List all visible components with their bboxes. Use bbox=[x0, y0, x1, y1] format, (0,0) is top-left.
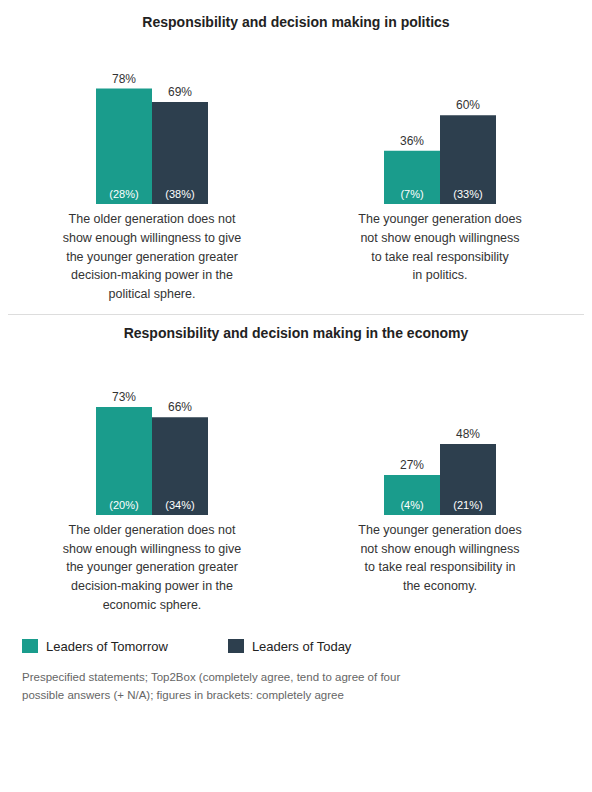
svg-text:36%: 36% bbox=[400, 134, 424, 148]
html-text:Leaders of Tomorrow: Leaders of Tomorrow bbox=[46, 638, 168, 654]
svg-text:(33%): (33%) bbox=[453, 188, 482, 200]
svg-text:60%: 60% bbox=[456, 98, 480, 112]
html-text:Prespecified statements; Top2B: Prespecified statements; Top2Box (comple… bbox=[22, 670, 401, 683]
svg-text:(7%): (7%) bbox=[400, 188, 423, 200]
html-text:Responsibility and decision ma: Responsibility and decision making in th… bbox=[123, 324, 469, 341]
html-text:Leaders of Today: Leaders of Today bbox=[251, 638, 352, 654]
html-text:Responsibility and decision ma: Responsibility and decision making in po… bbox=[142, 14, 450, 30]
svg-text:78%: 78% bbox=[112, 72, 136, 86]
svg-text:48%: 48% bbox=[456, 427, 480, 441]
svg-text:66%: 66% bbox=[168, 400, 192, 414]
html-text:The younger generation does no: The younger generation does not show eno… bbox=[358, 212, 522, 283]
svg-text:(34%): (34%) bbox=[165, 499, 194, 511]
svg-text:(4%): (4%) bbox=[400, 499, 423, 511]
svg-text:(28%): (28%) bbox=[109, 188, 138, 200]
svg-text:73%: 73% bbox=[112, 390, 136, 404]
html-text:The older generation does not: The older generation does not show enoug… bbox=[62, 212, 242, 301]
html-text:The older generation does not: The older generation does not show enoug… bbox=[62, 522, 242, 612]
svg-text:(20%): (20%) bbox=[109, 499, 138, 511]
svg-text:69%: 69% bbox=[168, 85, 192, 99]
html-text:possible answers (+ N/A); figu: possible answers (+ N/A); figures in bra… bbox=[22, 688, 344, 701]
html-text:The younger generation does no: The younger generation does not show eno… bbox=[358, 522, 522, 593]
svg-text:(21%): (21%) bbox=[453, 499, 482, 511]
svg-text:(38%): (38%) bbox=[165, 188, 194, 200]
svg-text:27%: 27% bbox=[400, 458, 424, 472]
